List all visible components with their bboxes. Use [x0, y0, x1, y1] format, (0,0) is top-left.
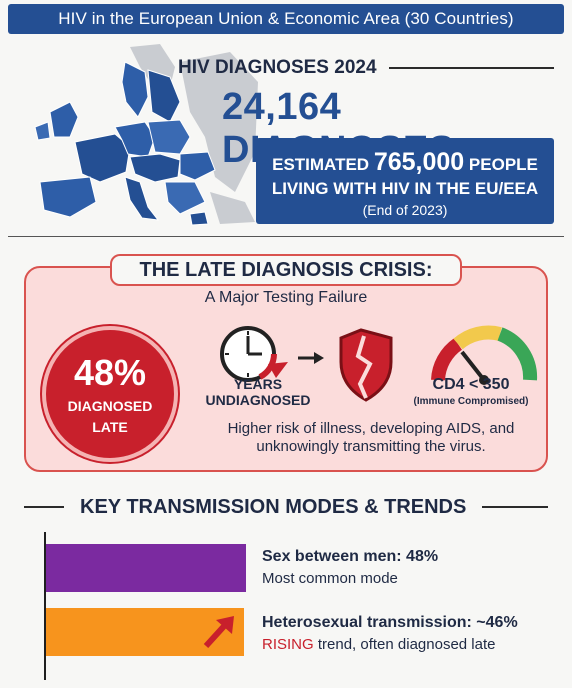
clock-icon — [220, 326, 288, 382]
mode-item-msm: Sex between men: 48% Most common mode — [262, 548, 438, 587]
estimate-suffix: PEOPLE — [468, 155, 538, 174]
risk-text: Higher risk of illness, developing AIDS,… — [200, 420, 542, 456]
gauge-icon — [431, 325, 538, 385]
crisis-title-text: THE LATE DIAGNOSIS CRISIS: — [139, 258, 433, 281]
years-undiagnosed-label: YEARS UNDIAGNOSED — [200, 376, 316, 408]
arrow-right-icon — [298, 352, 324, 364]
modes-heading-row: KEY TRANSMISSION MODES & TRENDS — [24, 494, 548, 520]
modes-title: KEY TRANSMISSION MODES & TRENDS — [80, 495, 467, 518]
risk-line-1: Higher risk of illness, developing AIDS,… — [227, 420, 515, 437]
cd4-note: (Immune Compromised) — [413, 396, 529, 407]
estimate-line-2: LIVING WITH HIV IN THE EU/EEA — [271, 179, 539, 198]
mode-sub: Most common mode — [262, 570, 398, 587]
mode-sub-rest: trend, often diagnosed late — [313, 636, 496, 653]
msm-bar — [46, 544, 246, 592]
heading-rule-right — [482, 506, 548, 508]
estimate-number: 765,000 — [373, 148, 465, 176]
bar-axis — [44, 532, 46, 680]
cd4-label: CD4 < 350 — [432, 376, 510, 393]
estimate-line-1: ESTIMATED 765,000 PEOPLE — [256, 148, 554, 177]
mode-heading: Sex between men: 48% — [262, 548, 439, 565]
late-diagnosis-badge: 48% DIAGNOSED LATE — [42, 326, 178, 462]
page-title-bar: HIV in the European Union & Economic Are… — [8, 4, 564, 34]
broken-shield-icon — [339, 328, 393, 402]
diagnoses-heading: HIV DIAGNOSES 2024 — [178, 57, 377, 78]
heterosexual-bar — [46, 608, 244, 656]
estimate-note: (End of 2023) — [362, 202, 448, 218]
cd4-label-group: CD4 < 350 (Immune Compromised) — [400, 376, 542, 407]
estimate-box: ESTIMATED 765,000 PEOPLE LIVING WITH HIV… — [256, 138, 554, 224]
diagnoses-heading-row: HIV DIAGNOSES 2024 — [178, 56, 554, 80]
years-label-1: YEARS — [233, 376, 283, 392]
risk-line-2: unknowingly transmitting the virus. — [256, 438, 486, 455]
late-percent: 48% — [73, 352, 147, 393]
section-divider — [8, 236, 564, 237]
late-label-1: DIAGNOSED — [67, 398, 153, 414]
years-label-2: UNDIAGNOSED — [205, 392, 311, 408]
estimate-prefix: ESTIMATED — [272, 155, 370, 174]
heading-rule — [388, 67, 554, 69]
page-title: HIV in the European Union & Economic Are… — [58, 9, 514, 28]
late-label-2: LATE — [92, 419, 128, 435]
mode-item-heterosexual: Heterosexual transmission: ~46% RISING t… — [262, 614, 518, 653]
rising-highlight: RISING — [262, 636, 314, 653]
crisis-title: THE LATE DIAGNOSIS CRISIS: — [110, 254, 462, 286]
heading-rule-left — [24, 506, 64, 508]
mode-heading: Heterosexual transmission: ~46% — [262, 614, 518, 631]
europe-map-icon — [34, 44, 258, 226]
crisis-icons — [220, 325, 538, 402]
crisis-subtitle: A Major Testing Failure — [204, 289, 368, 306]
trend-up-arrow-icon — [203, 616, 234, 649]
mode-sub: RISING trend, often diagnosed late — [262, 636, 518, 653]
